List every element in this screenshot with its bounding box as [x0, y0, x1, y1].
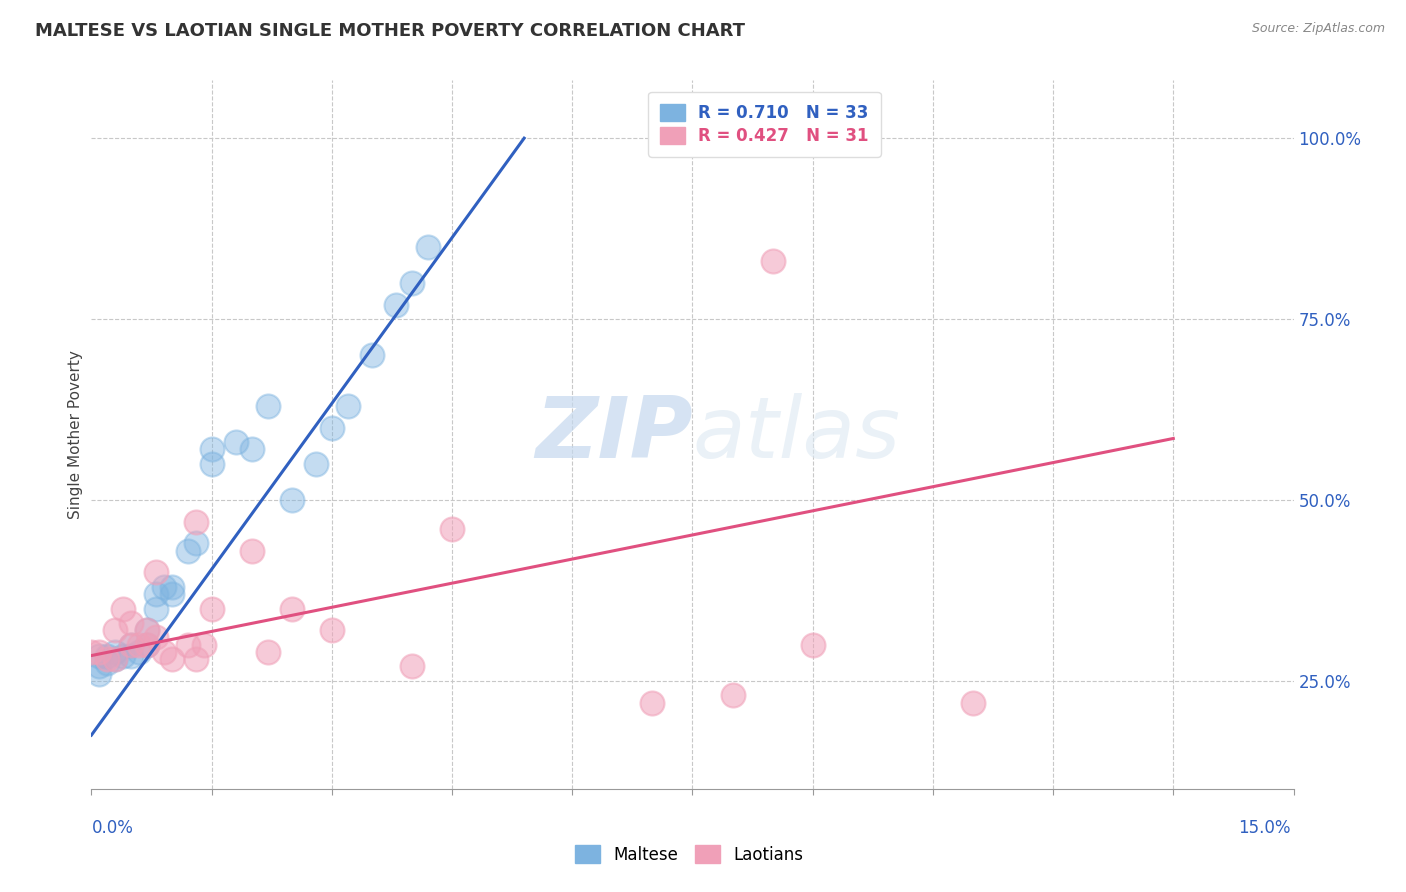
- Point: [201, 457, 224, 471]
- Point: [184, 515, 207, 529]
- Point: [281, 493, 304, 508]
- Point: [145, 631, 167, 645]
- Point: [225, 435, 247, 450]
- Point: [121, 648, 143, 663]
- Point: [89, 659, 111, 673]
- Point: [96, 648, 118, 663]
- Point: [128, 645, 150, 659]
- Point: [128, 638, 150, 652]
- Text: Source: ZipAtlas.com: Source: ZipAtlas.com: [1251, 22, 1385, 36]
- Text: 15.0%: 15.0%: [1239, 819, 1291, 837]
- Point: [201, 442, 224, 457]
- Point: [305, 457, 328, 471]
- Point: [336, 399, 359, 413]
- Point: [145, 587, 167, 601]
- Point: [256, 645, 278, 659]
- Point: [104, 645, 127, 659]
- Point: [385, 297, 408, 311]
- Point: [89, 648, 111, 663]
- Point: [160, 652, 183, 666]
- Point: [321, 624, 343, 638]
- Point: [160, 587, 183, 601]
- Point: [104, 624, 127, 638]
- Point: [145, 566, 167, 580]
- Point: [321, 420, 343, 434]
- Point: [152, 580, 174, 594]
- Text: atlas: atlas: [692, 393, 900, 476]
- Point: [256, 399, 278, 413]
- Point: [160, 580, 183, 594]
- Point: [136, 624, 159, 638]
- Point: [281, 601, 304, 615]
- Point: [184, 536, 207, 550]
- Point: [152, 645, 174, 659]
- Text: 0.0%: 0.0%: [91, 819, 134, 837]
- Point: [184, 652, 207, 666]
- Point: [440, 522, 463, 536]
- Point: [96, 656, 118, 670]
- Point: [136, 638, 159, 652]
- Point: [121, 638, 143, 652]
- Point: [112, 601, 135, 615]
- Legend: Maltese, Laotians: Maltese, Laotians: [568, 838, 810, 871]
- Point: [89, 645, 111, 659]
- Point: [96, 652, 118, 666]
- Point: [416, 240, 439, 254]
- Point: [762, 254, 785, 268]
- Point: [176, 638, 198, 652]
- Y-axis label: Single Mother Poverty: Single Mother Poverty: [67, 351, 83, 519]
- Point: [104, 652, 127, 666]
- Point: [136, 624, 159, 638]
- Point: [801, 638, 824, 652]
- Point: [121, 615, 143, 630]
- Point: [962, 696, 984, 710]
- Point: [193, 638, 215, 652]
- Point: [401, 276, 423, 290]
- Point: [360, 348, 382, 362]
- Point: [136, 638, 159, 652]
- Text: MALTESE VS LAOTIAN SINGLE MOTHER POVERTY CORRELATION CHART: MALTESE VS LAOTIAN SINGLE MOTHER POVERTY…: [35, 22, 745, 40]
- Point: [721, 689, 744, 703]
- Point: [240, 543, 263, 558]
- Point: [401, 659, 423, 673]
- Point: [80, 645, 103, 659]
- Point: [240, 442, 263, 457]
- Point: [104, 652, 127, 666]
- Point: [89, 666, 111, 681]
- Text: ZIP: ZIP: [534, 393, 692, 476]
- Point: [201, 601, 224, 615]
- Legend: R = 0.710   N = 33, R = 0.427   N = 31: R = 0.710 N = 33, R = 0.427 N = 31: [648, 92, 880, 157]
- Point: [176, 543, 198, 558]
- Point: [112, 648, 135, 663]
- Point: [121, 638, 143, 652]
- Point: [641, 696, 664, 710]
- Point: [145, 601, 167, 615]
